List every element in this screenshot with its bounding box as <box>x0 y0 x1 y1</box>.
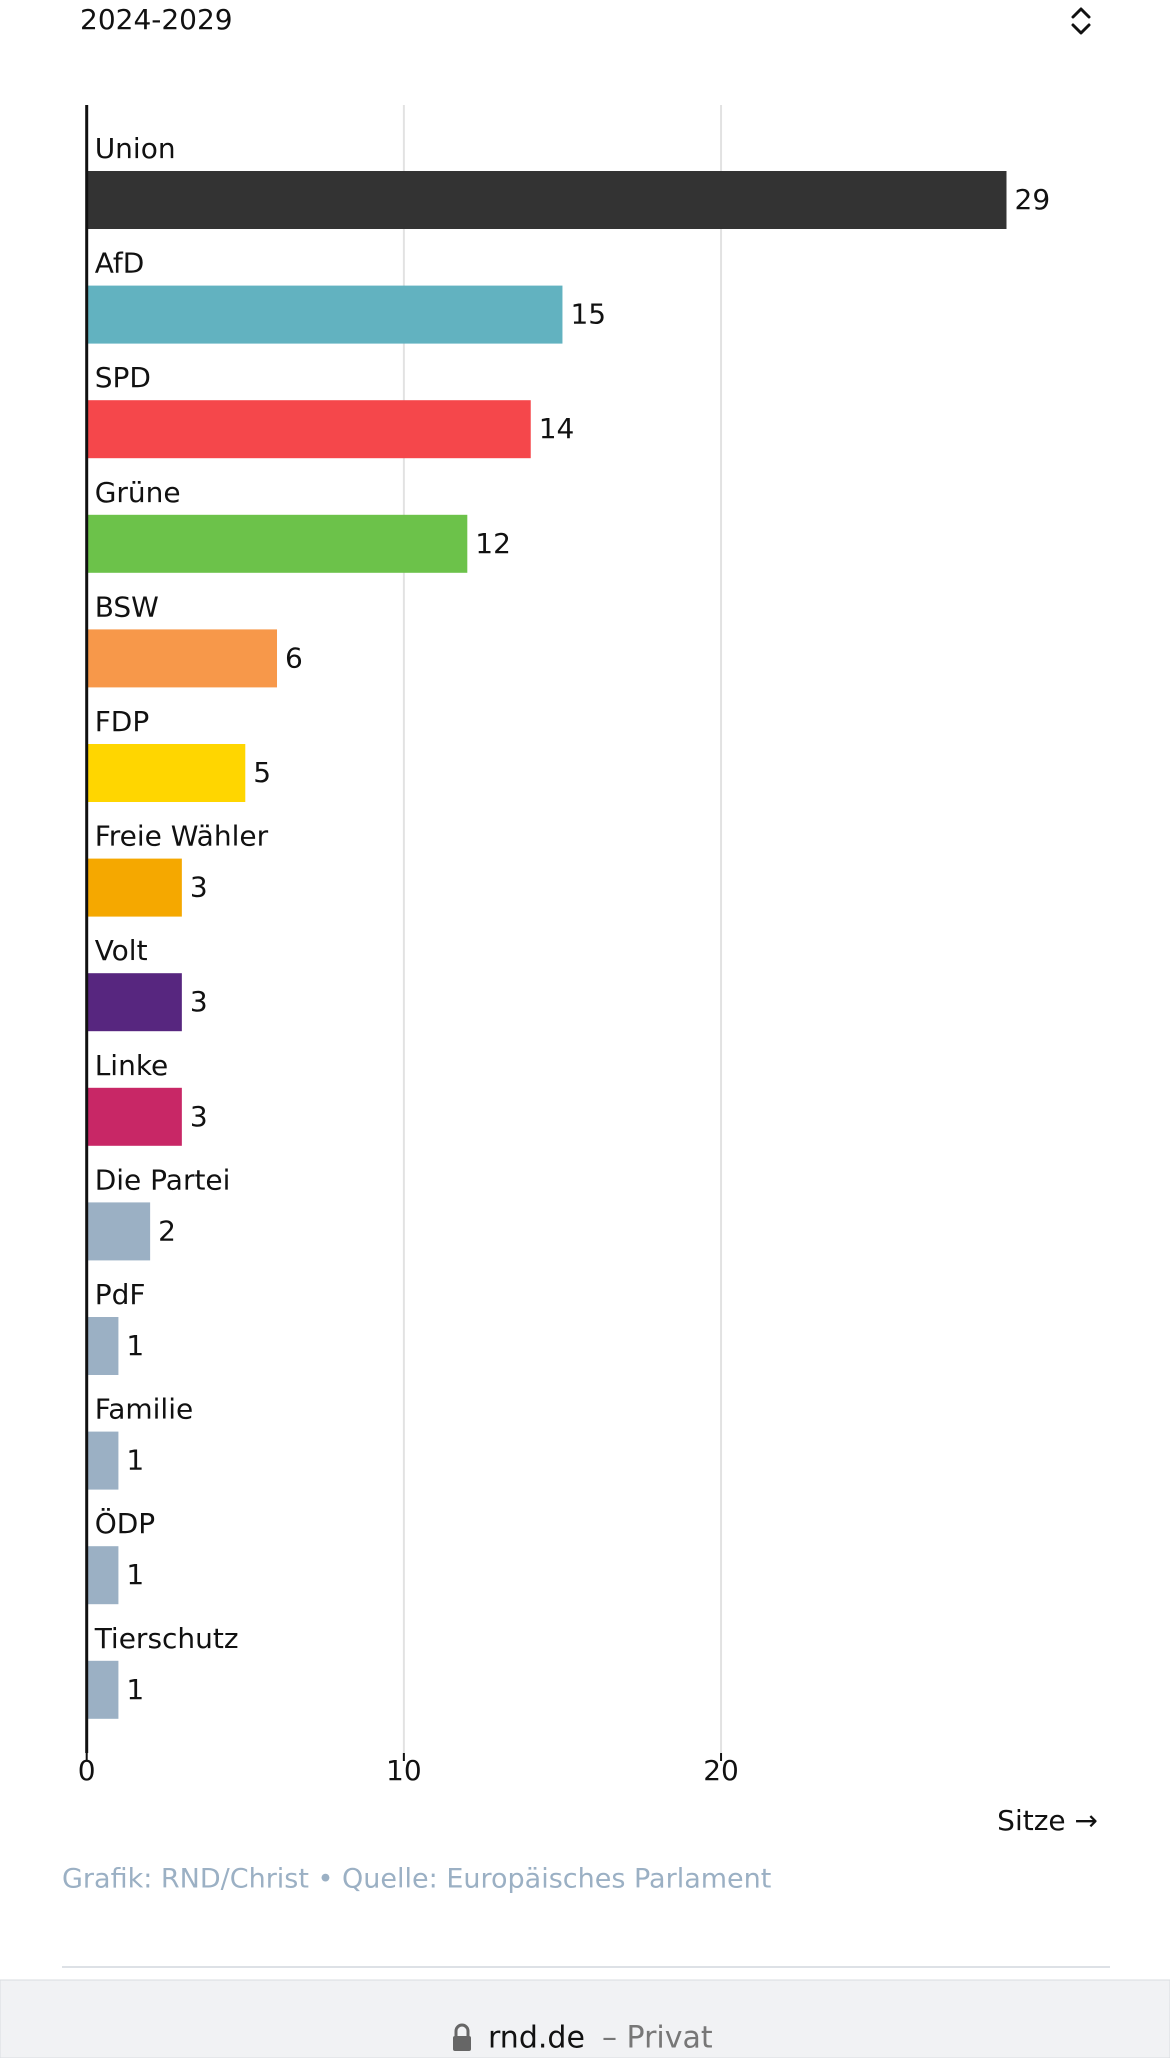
category-label: SPD <box>95 361 151 394</box>
bar <box>86 285 563 344</box>
value-label: 6 <box>285 641 303 674</box>
bar <box>86 400 531 459</box>
value-label: 1 <box>126 1329 144 1362</box>
bar <box>86 1202 151 1261</box>
category-label: Tierschutz <box>94 1622 239 1655</box>
category-label: Freie Wähler <box>95 820 269 853</box>
category-label: Familie <box>95 1393 194 1426</box>
category-label: Union <box>95 132 176 165</box>
value-label: 1 <box>126 1444 144 1477</box>
value-label: 12 <box>475 527 511 560</box>
period-selector[interactable]: 2024-2029 <box>80 3 233 36</box>
lock-icon <box>453 2023 471 2051</box>
browser-bar <box>0 1979 1170 2058</box>
selector-chevron[interactable] <box>1071 7 1091 35</box>
value-label: 15 <box>570 298 606 331</box>
bar <box>86 1660 119 1719</box>
bar <box>86 171 1007 229</box>
category-label: Die Partei <box>95 1163 231 1196</box>
bar <box>86 858 182 917</box>
value-label: 1 <box>126 1558 144 1591</box>
value-label: 3 <box>190 1100 208 1133</box>
bar <box>86 629 278 688</box>
value-label: 2 <box>158 1214 176 1247</box>
bar <box>86 1087 182 1146</box>
plot: 0 10 20Union29AfD15SPD14Grüne12BSW6FDP5Fre… <box>78 105 1050 1787</box>
value-label: 5 <box>253 756 271 789</box>
x-tick-label: 0 <box>78 1754 96 1787</box>
bar <box>86 1546 119 1605</box>
value-label: 3 <box>190 985 208 1018</box>
category-label: Volt <box>95 934 148 967</box>
bar <box>86 744 246 802</box>
value-label: 29 <box>1015 183 1051 216</box>
value-label: 3 <box>190 871 208 904</box>
value-label: 14 <box>539 412 575 445</box>
source-note: Grafik: RND/Christ • Quelle: Europäische… <box>62 1864 771 1895</box>
category-label: Linke <box>95 1049 169 1082</box>
x-axis-label: Sitze → <box>997 1804 1098 1837</box>
category-label: Grüne <box>95 476 181 509</box>
bar <box>86 514 468 573</box>
bar <box>86 1431 119 1490</box>
x-tick-label: 20 <box>703 1754 739 1787</box>
x-tick-label: 10 <box>386 1754 422 1787</box>
category-label: PdF <box>95 1278 146 1311</box>
bar <box>86 1317 119 1375</box>
url-domain[interactable]: rnd.de <box>488 2021 585 2056</box>
category-label: AfD <box>95 247 145 280</box>
category-label: FDP <box>95 705 150 738</box>
browsing-mode: – Privat <box>602 2021 713 2056</box>
category-label: ÖDP <box>95 1506 155 1540</box>
bar <box>86 973 182 1032</box>
value-label: 1 <box>126 1673 144 1706</box>
category-label: BSW <box>95 590 159 623</box>
